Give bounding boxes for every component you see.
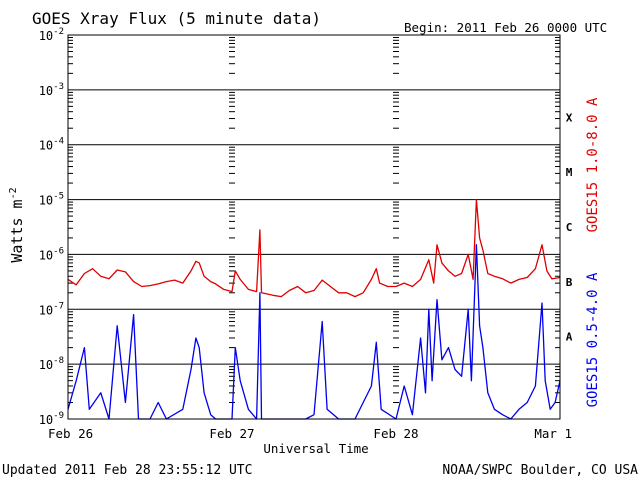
y-axis-label: Watts m-2 — [8, 187, 26, 262]
series-line-2 — [67, 244, 561, 420]
flare-class-label: B — [566, 276, 573, 289]
y-tick-exponent: -9 — [53, 411, 64, 421]
source-credit: NOAA/SWPC Boulder, CO USA — [442, 463, 638, 478]
minor-ticks — [68, 37, 560, 403]
x-tick-label: Feb 28 — [373, 426, 418, 441]
y-tick-label: 10-9 — [39, 411, 64, 427]
y-axis-label-exponent: -2 — [8, 187, 19, 199]
x-axis-label: Universal Time — [263, 441, 368, 456]
updated-timestamp: Updated 2011 Feb 28 23:55:12 UTC — [2, 463, 252, 478]
legend-entry: GOES15 1.0-8.0 A — [585, 97, 601, 232]
x-tick-label: Feb 27 — [209, 426, 254, 441]
y-tick-label: 10-6 — [39, 246, 64, 262]
svg-text:Watts m-2: Watts m-2 — [8, 187, 26, 262]
x-tick-label: Feb 26 — [48, 426, 93, 441]
flare-class-labels: X M C B A — [566, 111, 573, 343]
y-tick-exponent: -8 — [53, 356, 64, 366]
plot-frame — [67, 34, 561, 420]
legend-label: GOES15 0.5-4.0 A — [585, 272, 601, 407]
y-tick-base: 10 — [39, 413, 53, 427]
flare-class-label: C — [566, 221, 573, 234]
y-tick-label: 10-5 — [39, 192, 64, 208]
y-tick-base: 10 — [39, 194, 53, 208]
y-tick-label: 10-7 — [39, 301, 64, 317]
y-tick-base: 10 — [39, 303, 53, 317]
y-tick-label: 10-8 — [39, 356, 64, 372]
flare-class-label: M — [566, 166, 573, 179]
y-tick-exponent: -2 — [53, 27, 64, 37]
y-tick-exponent: -3 — [53, 82, 64, 92]
y-tick-base: 10 — [39, 248, 53, 262]
x-tick-label: Mar 1 — [534, 426, 572, 441]
legend: GOES15 1.0-8.0 A GOES15 0.5-4.0 A — [585, 97, 601, 407]
y-tick-labels: 10-210-310-410-510-610-710-810-9 — [39, 27, 64, 427]
legend-entry: GOES15 0.5-4.0 A — [585, 272, 601, 407]
y-tick-base: 10 — [39, 139, 53, 153]
y-tick-base: 10 — [39, 29, 53, 43]
y-axis-label-text: Watts m — [8, 199, 26, 262]
y-tick-base: 10 — [39, 84, 53, 98]
legend-label: GOES15 1.0-8.0 A — [585, 97, 601, 232]
begin-label: Begin: 2011 Feb 26 0000 UTC — [404, 20, 607, 35]
y-tick-label: 10-3 — [39, 82, 64, 98]
y-tick-exponent: -7 — [53, 301, 64, 311]
series-line-1 — [67, 198, 561, 298]
y-tick-exponent: -6 — [53, 246, 64, 256]
x-tick-labels: Feb 26 Feb 27 Feb 28 Mar 1 — [48, 426, 572, 441]
y-tick-exponent: -5 — [53, 192, 64, 202]
y-tick-base: 10 — [39, 358, 53, 372]
y-tick-exponent: -4 — [53, 137, 64, 147]
chart-title: GOES Xray Flux (5 minute data) — [32, 9, 321, 28]
y-tick-label: 10-2 — [39, 27, 64, 43]
flare-class-label: A — [566, 331, 573, 344]
y-tick-label: 10-4 — [39, 137, 64, 153]
grid-lines — [68, 34, 560, 420]
flare-class-label: X — [566, 111, 573, 124]
